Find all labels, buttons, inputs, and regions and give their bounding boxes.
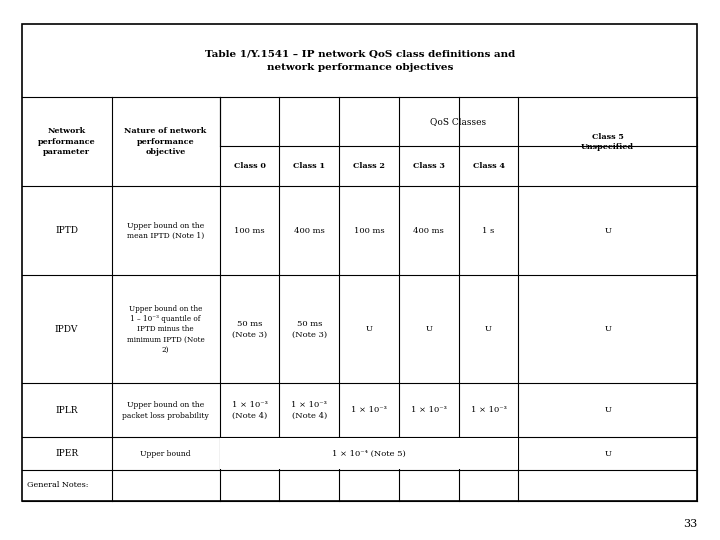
Text: U: U — [604, 227, 611, 235]
Text: QoS Classes: QoS Classes — [431, 117, 486, 126]
Text: Upper bound on the
1 – 10⁻³ quantile of
IPTD minus the
minimum IPTD (Note
2): Upper bound on the 1 – 10⁻³ quantile of … — [127, 305, 204, 354]
Text: 400 ms: 400 ms — [413, 227, 444, 235]
Text: Nature of network
performance
objective: Nature of network performance objective — [125, 127, 207, 156]
Text: Class 1: Class 1 — [293, 162, 325, 170]
Text: U: U — [604, 407, 611, 414]
Text: 50 ms
(Note 3): 50 ms (Note 3) — [232, 320, 267, 339]
Text: 1 × 10⁻⁴ (Note 5): 1 × 10⁻⁴ (Note 5) — [332, 450, 406, 457]
Text: Class 3: Class 3 — [413, 162, 445, 170]
Text: 33: 33 — [683, 519, 697, 529]
Text: 1 × 10⁻³
(Note 4): 1 × 10⁻³ (Note 4) — [292, 401, 327, 420]
Text: U: U — [604, 326, 611, 333]
Text: Class 5
Unspecified: Class 5 Unspecified — [581, 132, 634, 151]
Text: 400 ms: 400 ms — [294, 227, 325, 235]
Text: 50 ms
(Note 3): 50 ms (Note 3) — [292, 320, 327, 339]
Text: Upper bound on the
packet loss probability: Upper bound on the packet loss probabili… — [122, 401, 209, 420]
Text: Upper bound on the
mean IPTD (Note 1): Upper bound on the mean IPTD (Note 1) — [127, 221, 204, 240]
Text: Table 1/Y.1541 – IP network QoS class definitions and
network performance object: Table 1/Y.1541 – IP network QoS class de… — [205, 50, 515, 71]
Bar — [220, 438, 518, 469]
Text: Class 4: Class 4 — [472, 162, 505, 170]
Text: U: U — [485, 326, 492, 333]
Text: U: U — [366, 326, 372, 333]
Text: IPDV: IPDV — [55, 325, 78, 334]
Text: 1 × 10⁻³
(Note 4): 1 × 10⁻³ (Note 4) — [232, 401, 267, 420]
Bar — [22, 24, 697, 501]
Text: Network
performance
parameter: Network performance parameter — [37, 127, 96, 156]
Text: Upper bound: Upper bound — [140, 450, 191, 457]
Text: General Notes:: General Notes: — [27, 482, 89, 489]
Text: 1 × 10⁻³: 1 × 10⁻³ — [351, 407, 387, 414]
Text: 1 × 10⁻³: 1 × 10⁻³ — [411, 407, 446, 414]
Text: IPLR: IPLR — [55, 406, 78, 415]
Text: 100 ms: 100 ms — [354, 227, 384, 235]
Text: U: U — [604, 450, 611, 457]
Text: 1 × 10⁻³: 1 × 10⁻³ — [471, 407, 506, 414]
Text: IPER: IPER — [55, 449, 78, 458]
Text: Class 2: Class 2 — [353, 162, 385, 170]
Text: 100 ms: 100 ms — [234, 227, 265, 235]
Text: 1 s: 1 s — [482, 227, 495, 235]
Text: Class 0: Class 0 — [233, 162, 266, 170]
Text: U: U — [426, 326, 432, 333]
Text: IPTD: IPTD — [55, 226, 78, 235]
